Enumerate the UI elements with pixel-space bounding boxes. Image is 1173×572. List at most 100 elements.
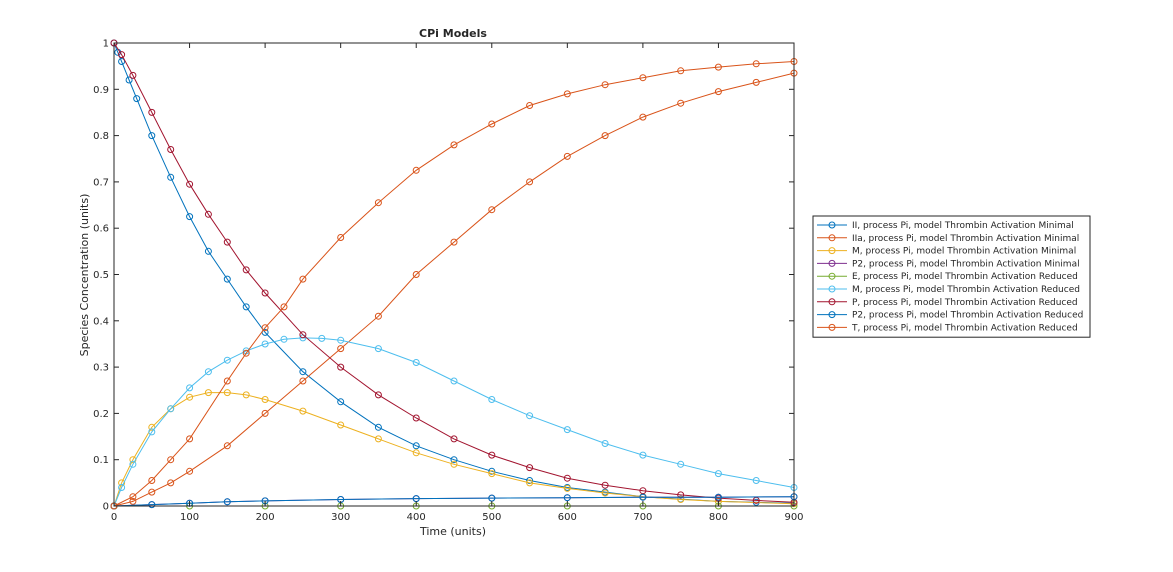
data-point-6-3 [129, 460, 137, 468]
data-point-1-15 [374, 423, 382, 431]
data-point-3-11 [299, 407, 307, 415]
data-point-6-15 [374, 345, 382, 353]
data-point-7-15 [450, 435, 458, 443]
y-tick-label-2: 0.2 [93, 409, 109, 420]
x-tick-label-400: 400 [407, 512, 426, 523]
data-point-3-12 [337, 421, 345, 429]
data-point-9-4 [167, 456, 175, 464]
data-point-6-20 [563, 426, 571, 434]
data-point-7-8 [223, 238, 231, 246]
series-6 [110, 334, 798, 510]
data-point-7-19 [601, 481, 609, 489]
data-point-3-19 [601, 489, 609, 497]
series-line-6 [113, 337, 795, 507]
legend-entry-6: M, process Pi, model Thrombin Activation… [817, 285, 1080, 295]
data-point-3-10 [261, 396, 269, 403]
series-line-9 [113, 61, 795, 507]
data-point-6-2 [118, 484, 126, 491]
legend-label-9: T, process Pi, model Thrombin Activation… [851, 323, 1078, 333]
data-point-1-16 [412, 442, 420, 450]
legend-label-4: P2, process Pi, model Thrombin Activatio… [852, 259, 1080, 269]
data-point-9-21 [714, 63, 722, 71]
data-point-9-9 [280, 303, 288, 311]
data-point-9-10 [299, 275, 307, 283]
data-point-7-2 [118, 51, 126, 59]
data-point-9-17 [563, 90, 571, 98]
y-tick-label-5: 0.5 [93, 270, 109, 281]
data-point-3-21 [677, 496, 685, 503]
legend-label-5: E, process Pi, model Thrombin Activation… [852, 272, 1078, 282]
data-point-7-21 [677, 491, 685, 499]
legend-label-7: P, process Pi, model Thrombin Activation… [852, 298, 1078, 308]
data-point-9-6 [223, 377, 231, 385]
x-axis-label: Time (units) [419, 525, 486, 538]
data-point-3-18 [563, 484, 571, 492]
data-point-6-4 [148, 428, 156, 436]
legend-swatch-marker-2 [828, 234, 836, 242]
x-tick-label-600: 600 [558, 512, 577, 523]
x-tick-label-500: 500 [482, 512, 501, 523]
data-point-6-6 [186, 384, 194, 392]
series-line-8 [113, 496, 795, 507]
data-point-1-4 [125, 76, 133, 84]
legend-label-3: M, process Pi, model Thrombin Activation… [852, 247, 1076, 257]
data-point-8-10 [639, 493, 647, 501]
data-point-7-17 [526, 464, 534, 472]
legend-entry-5: E, process Pi, model Thrombin Activation… [817, 272, 1078, 282]
data-point-6-21 [601, 440, 609, 447]
data-point-3-6 [186, 393, 194, 401]
data-point-1-7 [167, 173, 175, 181]
legend-entry-3: M, process Pi, model Thrombin Activation… [817, 247, 1076, 257]
data-point-6-11 [280, 335, 288, 343]
series-7 [110, 39, 798, 506]
data-point-6-17 [450, 377, 458, 385]
legend-entry-8: P2, process Pi, model Thrombin Activatio… [817, 311, 1083, 321]
data-point-8-4 [223, 498, 231, 506]
data-point-2-14 [526, 178, 534, 186]
data-point-1-5 [133, 95, 141, 103]
data-point-7-16 [488, 451, 496, 459]
data-point-3-2 [118, 479, 126, 487]
data-point-9-20 [677, 67, 685, 75]
data-point-2-20 [752, 78, 760, 86]
legend-swatch-marker-7 [828, 298, 836, 306]
legend-swatch-marker-5 [828, 272, 836, 280]
axes-layer: 0 100 200 300 400 500 600 700 800 900 0 0.1 0.2 0.3 0.… [93, 39, 803, 524]
data-point-1-3 [118, 58, 126, 65]
y-tick-label-4: 0.4 [93, 316, 109, 327]
x-tick-label-200: 200 [256, 512, 275, 523]
data-point-2-8 [299, 377, 307, 385]
plot-area [114, 43, 794, 506]
legend-entry-9: T, process Pi, model Thrombin Activation… [817, 323, 1078, 333]
data-point-2-11 [412, 271, 420, 278]
y-tick-label-7: 0.7 [93, 177, 109, 188]
data-point-7-7 [204, 210, 212, 218]
series-line-3 [113, 392, 795, 507]
data-point-2-15 [563, 152, 571, 160]
y-tick-label-10: 1 [103, 39, 109, 50]
data-point-9-2 [129, 493, 137, 501]
data-point-3-14 [412, 449, 420, 457]
data-point-2-5 [186, 467, 194, 475]
data-point-2-9 [337, 345, 345, 353]
data-point-6-23 [677, 460, 685, 468]
data-point-3-9 [242, 391, 250, 399]
data-point-7-5 [167, 146, 175, 153]
data-point-8-9 [563, 494, 571, 502]
series-layer [110, 39, 798, 510]
data-point-1-8 [186, 213, 194, 221]
data-point-6-18 [488, 396, 496, 403]
y-tick-label-1: 0.1 [93, 455, 109, 466]
legend-box [812, 215, 1091, 338]
x-tick-label-0: 0 [111, 512, 117, 523]
data-point-6-7 [204, 368, 212, 376]
data-point-7-9 [242, 266, 250, 274]
data-point-7-13 [374, 391, 382, 399]
data-point-1-11 [242, 303, 250, 311]
data-point-1-9 [204, 247, 212, 255]
data-point-7-4 [148, 108, 156, 116]
data-point-2-10 [374, 312, 382, 320]
series-line-2 [113, 72, 795, 507]
